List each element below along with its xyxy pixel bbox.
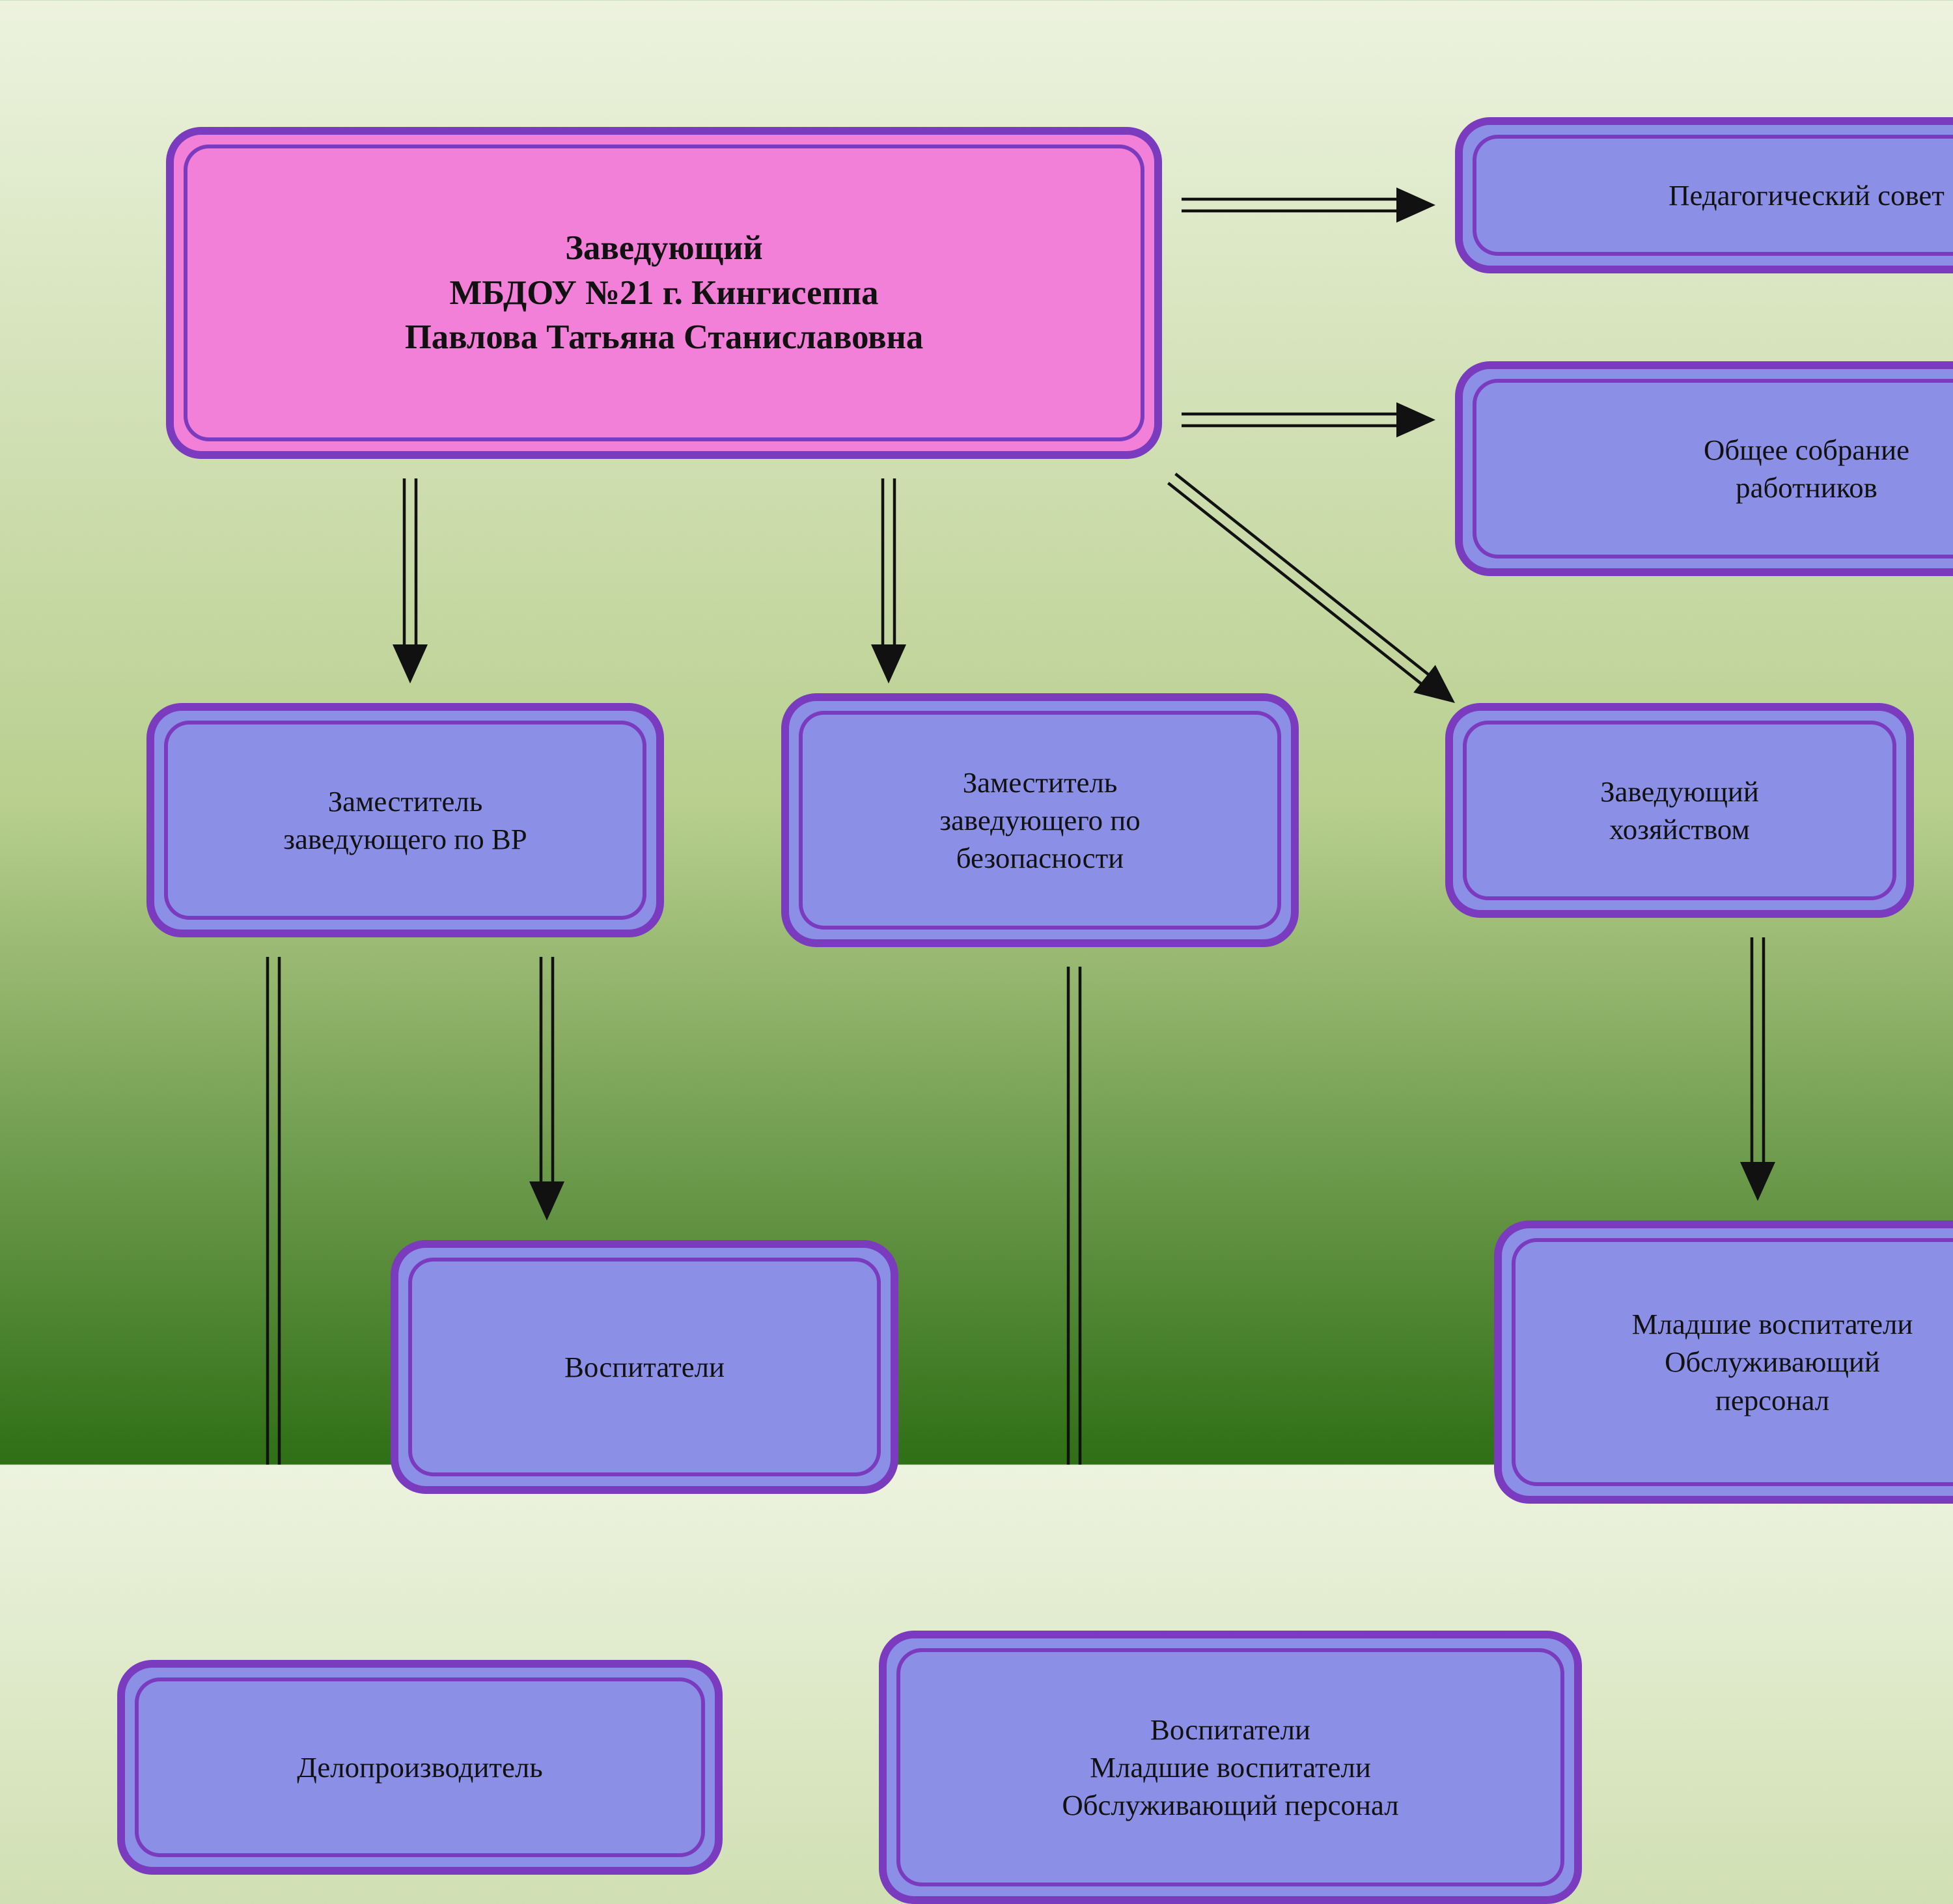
node-sobranie: Общее собрание работников [1455, 361, 1953, 576]
node-zam_vr-label: Заместитель заведующего по ВР [283, 782, 527, 859]
arrow-0 [1182, 187, 1435, 223]
node-delop-inner: Делопроизводитель [135, 1677, 705, 1857]
node-junior-inner: Младшие воспитатели Обслуживающий персон… [1512, 1238, 1953, 1486]
node-zam_bez-inner: Заместитель заведующего по безопасности [799, 711, 1281, 930]
node-junior: Младшие воспитатели Обслуживающий персон… [1494, 1221, 1953, 1504]
node-staff_all-inner: Воспитатели Младшие воспитатели Обслужив… [896, 1648, 1564, 1886]
node-head: Заведующий МБДОУ №21 г. Кингисеппа Павло… [166, 127, 1162, 459]
node-vospit-label: Воспитатели [564, 1348, 725, 1386]
node-delop: Делопроизводитель [117, 1660, 723, 1875]
node-zam_bez-label: Заместитель заведующего по безопасности [939, 764, 1140, 877]
node-delop-label: Делопроизводитель [297, 1748, 543, 1786]
arrow-8 [1740, 937, 1775, 1201]
node-zam_vr-inner: Заместитель заведующего по ВР [164, 721, 646, 920]
arrow-6 [529, 957, 564, 1221]
node-sobranie-label: Общее собрание работников [1704, 431, 1909, 507]
node-sobranie-inner: Общее собрание работников [1473, 379, 1953, 559]
arrow-5 [256, 957, 291, 1465]
node-junior-label: Младшие воспитатели Обслуживающий персон… [1632, 1305, 1913, 1419]
node-staff_all: Воспитатели Младшие воспитатели Обслужив… [879, 1631, 1582, 1904]
node-head-label: Заведующий МБДОУ №21 г. Кингисеппа Павло… [405, 226, 923, 359]
node-zav_hoz: Заведующий хозяйством [1445, 703, 1914, 918]
node-zav_hoz-label: Заведующий хозяйством [1600, 773, 1759, 849]
node-head-inner: Заведующий МБДОУ №21 г. Кингисеппа Павло… [184, 145, 1144, 441]
node-pedsovet-inner: Педагогический совет [1473, 135, 1953, 256]
arrow-3 [871, 478, 906, 683]
node-staff_all-label: Воспитатели Младшие воспитатели Обслужив… [1062, 1711, 1398, 1825]
node-vospit-inner: Воспитатели [408, 1258, 881, 1476]
arrow-1 [1182, 402, 1435, 437]
arrow-4 [1168, 474, 1455, 703]
node-zam_vr: Заместитель заведующего по ВР [146, 703, 664, 937]
node-vospit: Воспитатели [391, 1240, 898, 1494]
node-pedsovet: Педагогический совет [1455, 117, 1953, 273]
node-zam_bez: Заместитель заведующего по безопасности [781, 693, 1299, 947]
arrow-2 [393, 478, 428, 683]
node-pedsovet-label: Педагогический совет [1669, 176, 1945, 214]
arrow-7 [1057, 967, 1092, 1465]
node-zav_hoz-inner: Заведующий хозяйством [1463, 721, 1896, 900]
